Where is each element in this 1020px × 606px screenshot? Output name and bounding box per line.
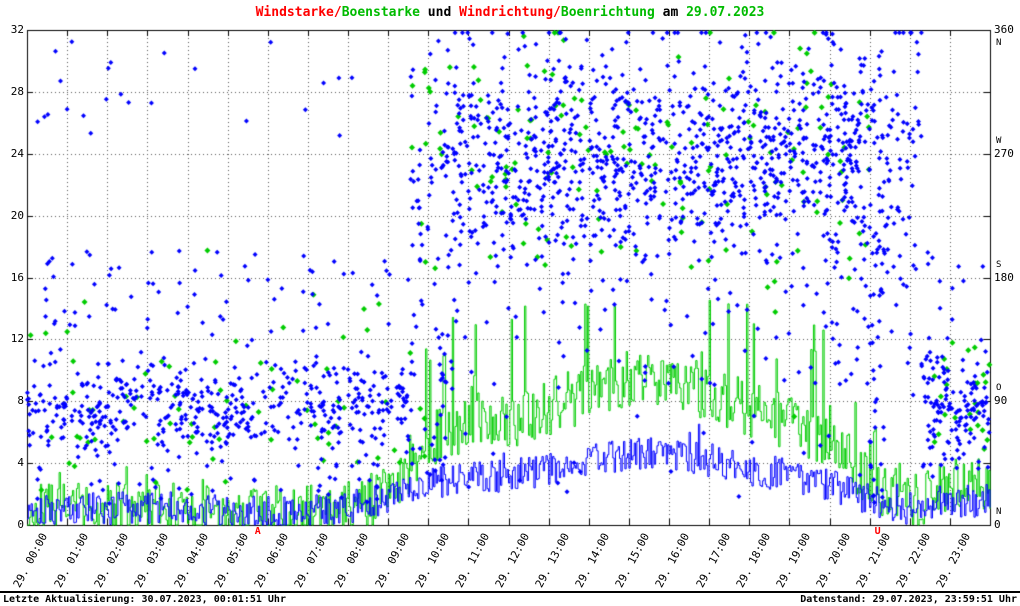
y-right-tick-label: 180 [994, 270, 1014, 284]
compass-letter: W [996, 135, 1002, 146]
title-segment: Windrichtung/ [459, 5, 561, 20]
y-left-tick-label: 32 [10, 23, 24, 36]
y-left-tick-label: 0 [17, 518, 24, 531]
y-left-tick-label: 24 [10, 146, 24, 160]
compass-letter: N [996, 38, 1002, 48]
title-segment: und [419, 5, 460, 20]
y-left-tick-label: 28 [10, 84, 24, 98]
y-left-tick-label: 16 [10, 270, 24, 284]
title-segment: am [654, 5, 687, 20]
y-right-tick-label: 270 [994, 146, 1014, 160]
title-segment: Boenstarke [341, 5, 420, 20]
sun-marker-a: A [254, 526, 261, 537]
y-right-tick-label: 0 [994, 518, 1001, 531]
y-left-tick-label: 8 [17, 394, 24, 408]
y-right-tick-label: 90 [994, 394, 1008, 408]
compass-letter: O [996, 383, 1002, 394]
y-left-tick-label: 4 [17, 456, 24, 470]
data-state-text: Datenstand: 29.07.2023, 23:59:51 Uhr [800, 594, 1017, 605]
chart-title: Windstarke/Boenstarke und Windrichtung/B… [0, 5, 1020, 20]
title-segment: Boenrichtung [560, 5, 655, 20]
footer-bar: Letzte Aktualisierung: 30.07.2023, 00:01… [0, 591, 1020, 606]
compass-letter: N [996, 507, 1002, 517]
title-segment: 29.07.2023 [686, 5, 765, 20]
y-left-tick-label: 12 [10, 332, 24, 346]
last-update-text: Letzte Aktualisierung: 30.07.2023, 00:01… [3, 594, 286, 605]
y-right-tick-label: 360 [994, 23, 1014, 36]
sun-marker-u: U [874, 526, 881, 537]
y-left-tick-label: 20 [10, 208, 24, 222]
compass-letter: S [996, 259, 1002, 270]
title-segment: Windstarke/ [255, 5, 342, 20]
